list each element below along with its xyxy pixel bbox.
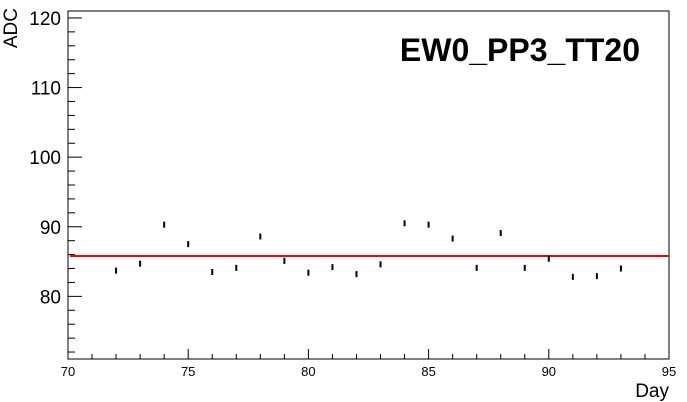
data-point (595, 273, 598, 280)
y-tick-label: 100 (29, 148, 61, 169)
y-axis-title: ADC (1, 8, 22, 48)
x-tick-label: 80 (301, 364, 315, 379)
y-tick-label: 90 (40, 218, 61, 239)
chart-title: EW0_PP3_TT20 (400, 32, 640, 68)
data-point (211, 269, 214, 275)
data-point (379, 261, 382, 268)
data-point (499, 230, 502, 237)
data-point (523, 264, 526, 271)
data-point (451, 235, 454, 242)
data-point (427, 221, 430, 228)
data-point (403, 220, 406, 227)
x-tick-label: 95 (662, 364, 676, 379)
x-tick-label: 70 (61, 364, 75, 379)
data-point (259, 233, 262, 240)
data-point (283, 257, 286, 264)
data-point (355, 271, 358, 278)
data-point (187, 241, 190, 248)
y-tick-label: 120 (29, 9, 61, 30)
data-point (235, 264, 238, 271)
data-point (139, 260, 142, 267)
x-tick-label: 85 (421, 364, 435, 379)
data-point (307, 269, 310, 276)
data-point (571, 273, 574, 280)
x-tick-label: 90 (542, 364, 556, 379)
data-point (163, 221, 166, 228)
x-axis-title: Day (635, 381, 669, 402)
data-point (331, 264, 334, 271)
data-point (475, 264, 478, 271)
y-tick-label: 110 (31, 79, 61, 100)
x-tick-label: 75 (181, 364, 195, 379)
y-tick-label: 80 (40, 287, 61, 308)
data-point (547, 255, 550, 262)
data-point (619, 265, 622, 272)
data-point (115, 267, 118, 274)
